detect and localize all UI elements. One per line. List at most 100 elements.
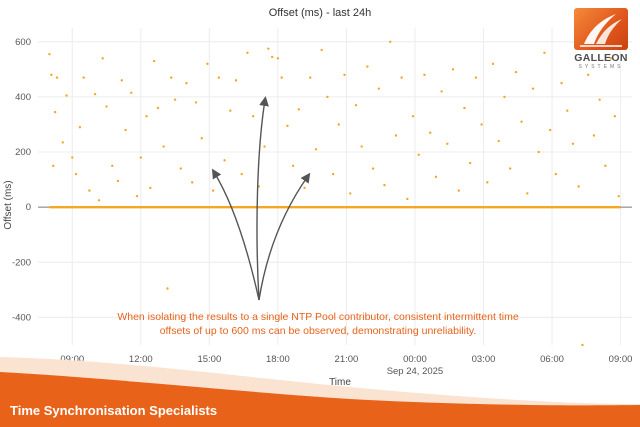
data-point xyxy=(571,142,575,145)
data-point xyxy=(514,70,518,74)
data-point xyxy=(61,141,64,144)
data-point xyxy=(457,189,460,192)
data-point xyxy=(337,123,341,126)
data-point xyxy=(343,73,346,77)
data-point xyxy=(179,167,182,170)
data-point xyxy=(93,92,97,96)
y-tick-label: 200 xyxy=(15,147,31,158)
data-point xyxy=(331,172,335,176)
data-point xyxy=(78,126,82,129)
data-point xyxy=(240,172,243,176)
data-point xyxy=(111,164,114,168)
annotation-line-1: When isolating the results to a single N… xyxy=(117,311,518,323)
annotation-arrow xyxy=(211,168,260,301)
annotation-line-2: offsets of up to 600 ms can be observed,… xyxy=(160,325,477,337)
data-point xyxy=(491,62,495,66)
data-point xyxy=(508,167,512,170)
data-point xyxy=(417,153,420,156)
data-point xyxy=(74,172,78,176)
data-point xyxy=(229,109,232,112)
data-point xyxy=(267,47,270,50)
data-point xyxy=(234,79,238,82)
scatter-series xyxy=(48,40,620,347)
data-point xyxy=(592,134,596,137)
data-point xyxy=(566,109,569,112)
data-point xyxy=(537,150,540,154)
data-point xyxy=(139,156,143,159)
x-tick-label: 21:00 xyxy=(335,354,359,365)
data-point xyxy=(217,76,221,79)
data-point xyxy=(383,183,386,187)
data-point xyxy=(598,98,601,101)
data-point xyxy=(360,145,363,148)
data-point xyxy=(581,343,584,347)
footer-tagline: Time Synchronisation Specialists xyxy=(10,403,218,418)
data-point xyxy=(52,164,55,168)
data-point xyxy=(326,95,329,99)
data-point xyxy=(451,68,455,71)
data-point xyxy=(349,192,352,195)
y-tick-label: 0 xyxy=(26,202,31,213)
chart-title: Offset (ms) - last 24h xyxy=(269,7,372,19)
data-point xyxy=(166,287,169,290)
data-point xyxy=(609,57,613,60)
data-point xyxy=(71,156,74,159)
data-point xyxy=(406,197,409,201)
data-point xyxy=(170,76,173,79)
y-tick-labels: -400 -200 0 200 400 600 xyxy=(12,37,31,324)
data-point xyxy=(411,115,415,118)
data-point xyxy=(145,115,148,118)
data-point xyxy=(135,194,139,198)
data-point xyxy=(152,59,156,63)
data-point xyxy=(480,123,483,126)
x-tick-label: 09:00 xyxy=(609,354,633,365)
data-point xyxy=(286,124,289,128)
footer-band xyxy=(0,372,640,427)
annotation-arrow xyxy=(256,96,269,301)
data-point xyxy=(587,73,590,77)
data-point xyxy=(263,145,266,148)
data-point xyxy=(65,94,68,97)
data-point xyxy=(156,106,160,110)
data-point xyxy=(474,76,478,79)
data-point xyxy=(53,110,57,114)
x-axis-title: Time xyxy=(329,377,351,388)
x-tick-sublabel: Sep 24, 2025 xyxy=(387,366,444,377)
data-point xyxy=(486,181,489,184)
data-point xyxy=(105,105,108,108)
data-point xyxy=(560,81,563,85)
data-point xyxy=(446,142,449,145)
y-tick-label: 400 xyxy=(15,92,31,103)
data-point xyxy=(116,179,120,183)
data-point xyxy=(280,76,283,79)
data-point xyxy=(428,131,432,134)
data-point xyxy=(400,76,403,79)
logo-mark xyxy=(574,8,628,50)
x-tick-label: 03:00 xyxy=(472,354,496,365)
data-point xyxy=(173,98,177,101)
data-point xyxy=(543,51,546,55)
data-point xyxy=(200,137,203,140)
data-point xyxy=(211,189,215,192)
data-point xyxy=(149,186,152,190)
data-point xyxy=(377,87,380,90)
y-tick-label: 600 xyxy=(15,37,31,48)
sail-icon xyxy=(580,14,622,47)
data-point xyxy=(297,108,301,111)
data-point xyxy=(55,76,59,79)
data-point xyxy=(389,40,392,43)
data-point xyxy=(82,76,85,79)
data-point xyxy=(526,192,529,195)
y-axis-title: Offset (ms) xyxy=(3,180,14,229)
data-point xyxy=(246,51,249,55)
data-point xyxy=(520,120,523,123)
data-point xyxy=(88,189,91,192)
data-point xyxy=(101,57,104,60)
data-point xyxy=(371,167,375,170)
x-tick-label: 06:00 xyxy=(540,354,564,365)
data-point xyxy=(314,148,318,151)
data-point xyxy=(440,90,443,93)
data-point xyxy=(617,194,620,198)
data-point xyxy=(577,185,580,188)
data-point xyxy=(394,134,398,137)
